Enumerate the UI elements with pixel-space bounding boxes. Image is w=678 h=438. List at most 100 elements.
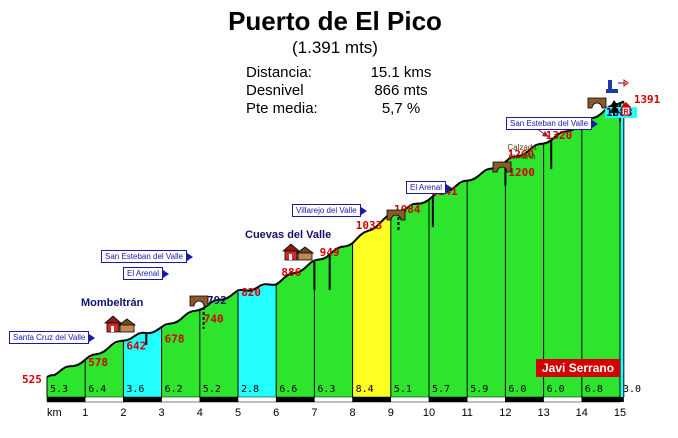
km-bar bbox=[161, 396, 201, 403]
grade-label: 5.3 bbox=[50, 384, 68, 395]
x-tick-label: 4 bbox=[197, 407, 203, 419]
grade-labels: 5.3 6.4 3.6 6.2 5.2 2.8 6.6 6.3 8.4 5.1 5.7 5.9 6.0 6… bbox=[50, 384, 641, 395]
map-icons: R bbox=[103, 79, 631, 333]
bridge-icon bbox=[386, 209, 406, 221]
segment-fill bbox=[352, 215, 391, 397]
segment-fill bbox=[123, 328, 162, 397]
segment-fill bbox=[505, 142, 544, 397]
altitude-label: 949 bbox=[320, 246, 340, 259]
altitude-label: 792 bbox=[207, 294, 227, 307]
altitude-label: 1200 bbox=[508, 166, 535, 179]
note-calzada-romana: Calzada romana bbox=[497, 143, 547, 161]
km-bar bbox=[505, 396, 544, 403]
stat-row-avg-grade: Pte media: 5,7 % bbox=[246, 100, 456, 118]
stat-value: 866 mts bbox=[374, 82, 428, 99]
segment-fill bbox=[238, 283, 277, 397]
author-badge: Javi Serrano bbox=[536, 359, 621, 377]
x-tick-label: 8 bbox=[350, 407, 356, 419]
x-tick-label: 7 bbox=[311, 407, 317, 419]
stat-label: Desnivel bbox=[246, 82, 304, 99]
town-mombeltran: Mombeltrán bbox=[81, 297, 144, 309]
grade-label: 2.8 bbox=[241, 384, 259, 395]
segment-fill bbox=[314, 241, 353, 397]
grade-label: 3.6 bbox=[126, 384, 144, 395]
chart-subtitle: (1.391 mts) bbox=[292, 38, 378, 57]
km-bar bbox=[237, 396, 277, 403]
segment-fill bbox=[581, 102, 620, 398]
x-tick-label: 11 bbox=[461, 407, 472, 419]
altitude-label: 1391 bbox=[634, 93, 661, 106]
tree-icon bbox=[609, 100, 620, 116]
svg-text:R: R bbox=[623, 109, 628, 116]
altitude-label: 740 bbox=[204, 313, 224, 326]
grade-label: 8.4 bbox=[356, 384, 374, 395]
altitude-label: 642 bbox=[126, 340, 146, 353]
x-tick-label: 14 bbox=[576, 407, 588, 419]
house-icon bbox=[103, 315, 137, 333]
x-tick-label: 5 bbox=[235, 407, 241, 419]
km-bar bbox=[199, 396, 239, 403]
x-tick-label: 3 bbox=[159, 407, 165, 419]
altitude-label: 1260 bbox=[508, 148, 534, 161]
altitude-label: 820 bbox=[241, 286, 261, 299]
km-bar bbox=[275, 396, 315, 403]
segment-fill bbox=[85, 339, 124, 397]
grade-label: 5.1 bbox=[394, 384, 412, 395]
sign-santa-cruz: Santa Cruz del Valle bbox=[9, 331, 96, 344]
sign-san-esteban: San Esteban del Valle bbox=[506, 117, 599, 130]
km-bar bbox=[84, 396, 124, 403]
km-bar bbox=[46, 396, 86, 403]
altitude-label: 1320 bbox=[546, 129, 573, 142]
grade-label: 6.6 bbox=[279, 384, 297, 395]
note-line: Calzada bbox=[507, 143, 537, 152]
x-tick-label: 12 bbox=[499, 407, 511, 419]
segment-fill bbox=[199, 291, 238, 397]
grade-label: 5.9 bbox=[470, 384, 488, 395]
km-bar bbox=[581, 396, 621, 403]
x-tick-label: 1 bbox=[82, 407, 88, 419]
grade-label: 6.0 bbox=[547, 384, 565, 395]
segment-fill bbox=[543, 123, 582, 397]
profile-outline bbox=[46, 100, 625, 378]
bridge-icon bbox=[492, 161, 512, 173]
grade-label: 6.8 bbox=[585, 384, 603, 395]
sign-el-arenal: El Arenal bbox=[123, 267, 170, 280]
segment-fills bbox=[47, 101, 624, 398]
grade-label: 5.7 bbox=[432, 384, 450, 395]
bridge-icon bbox=[189, 295, 209, 307]
x-tick-label: 6 bbox=[273, 407, 279, 419]
stat-value: 5,7 % bbox=[381, 100, 421, 117]
segment-fill bbox=[467, 162, 506, 397]
sign-san-esteban: San Esteban del Valle bbox=[101, 250, 194, 263]
altitude-label: 525 bbox=[22, 373, 42, 386]
grade-label: 6.0 bbox=[508, 384, 526, 395]
segment-fill bbox=[161, 308, 200, 397]
segment-fill bbox=[276, 262, 315, 397]
monument-icon bbox=[606, 79, 629, 93]
town-cuevas-del-valle: Cuevas del Valle bbox=[245, 229, 332, 241]
stat-row-distance: Distancia: 15.1 kms bbox=[246, 64, 456, 82]
x-tick-label: 13 bbox=[537, 407, 549, 419]
grade-label: 3.0 bbox=[623, 384, 641, 395]
x-axis-label: km bbox=[47, 407, 62, 419]
x-tick-label: 15 bbox=[614, 407, 626, 419]
km-bar bbox=[390, 396, 430, 403]
altitude-label: 1033 bbox=[356, 219, 383, 232]
sign-villarejo: Villarejo del Valle bbox=[292, 204, 367, 217]
x-tick-label: 2 bbox=[120, 407, 126, 419]
km-bar bbox=[466, 396, 506, 403]
stat-value: 15.1 kms bbox=[370, 64, 432, 81]
sign-el-arenal: El Arenal bbox=[406, 181, 453, 194]
altitude-label: 678 bbox=[165, 332, 185, 345]
km-bar bbox=[352, 396, 392, 403]
km-bar bbox=[428, 396, 468, 403]
grade-label: 6.4 bbox=[88, 384, 106, 395]
note-line: romana bbox=[508, 152, 536, 161]
stat-label: Distancia: bbox=[246, 64, 312, 81]
x-tick-label: 9 bbox=[388, 407, 394, 419]
shelter-icon: R bbox=[621, 102, 631, 116]
km-bar bbox=[123, 396, 162, 403]
km-bar bbox=[314, 396, 353, 403]
chart-title: Puerto de El Pico bbox=[228, 6, 442, 36]
